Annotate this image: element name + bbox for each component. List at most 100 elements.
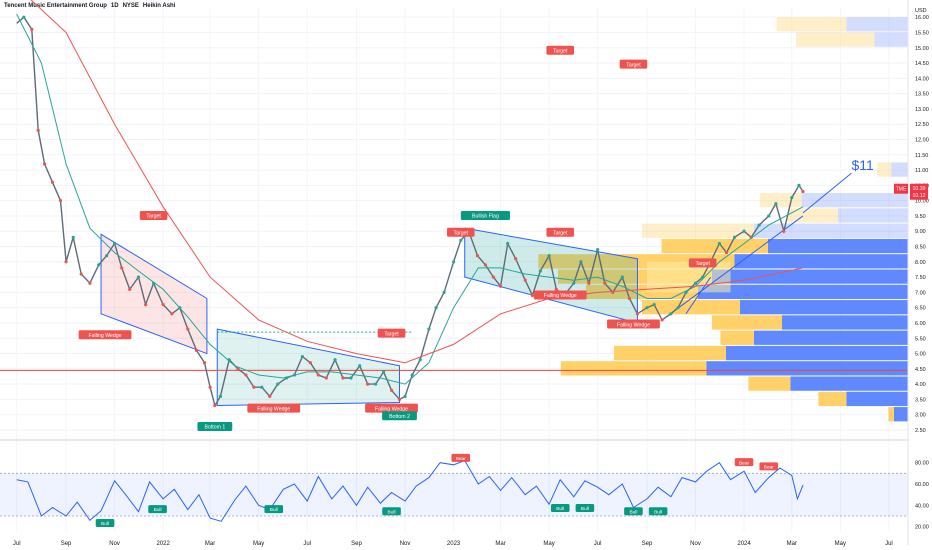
price-point	[506, 241, 510, 246]
symbol-name: Tencent Music Entertainment Group	[4, 3, 107, 9]
price-tick-label: 13.00	[915, 107, 929, 113]
price-point	[693, 281, 698, 285]
time-tick-label: 2023	[447, 541, 461, 547]
price-point	[341, 376, 345, 380]
time-tick-label: Jul	[594, 541, 602, 547]
price-point	[418, 358, 422, 362]
rsi-line	[16, 459, 804, 522]
series-line	[30, 0, 804, 364]
last-price-label: 10.39	[913, 186, 926, 192]
price-point	[120, 266, 124, 270]
divergence-label: Bull	[654, 509, 662, 515]
time-tick-label: May	[253, 541, 264, 547]
time-tick-label: Mar	[205, 541, 215, 547]
annotation-badge	[139, 210, 168, 220]
price-tick-label: 8.50	[915, 245, 926, 251]
volume-profile-down-bar	[768, 238, 908, 254]
breakout-trendline	[685, 276, 712, 315]
volume-profile-down-bar	[698, 284, 908, 300]
price-point	[717, 241, 721, 246]
price-point	[276, 382, 280, 386]
price-point	[236, 367, 240, 371]
price-point	[244, 373, 248, 377]
price-point	[459, 238, 463, 243]
volume-profile-down-bar	[726, 345, 908, 361]
price-point	[186, 327, 190, 331]
volume-profile-down-bar	[846, 17, 908, 32]
price-point	[218, 394, 223, 398]
annotation-badge	[688, 258, 717, 268]
price-point	[22, 15, 26, 19]
price-tick-label: 10.00	[915, 199, 929, 205]
price-tick-label: 2.50	[915, 428, 926, 434]
price-point	[732, 235, 737, 239]
volume-profile-up-bar	[748, 376, 791, 391]
chart-style-label: Heikin Ashi	[142, 3, 176, 9]
annotation-label: Target	[553, 49, 568, 55]
volume-profile-up-bar	[787, 208, 838, 223]
price-point	[42, 162, 47, 166]
annotation-badge	[197, 421, 233, 431]
price-point	[374, 382, 378, 386]
price-point	[333, 358, 337, 362]
price-point	[774, 202, 778, 206]
projection-arrow	[802, 172, 852, 214]
price-point	[782, 229, 786, 233]
price-point	[202, 361, 207, 365]
price-tick-label: 16.00	[915, 15, 929, 21]
time-tick-label: Nov	[400, 541, 411, 547]
divergence-badge	[734, 458, 754, 467]
price-target-label: $11	[851, 157, 874, 173]
exchange-label: NYSE	[122, 3, 139, 9]
price-point	[491, 275, 495, 279]
last-price-sub-label: 10.12	[913, 193, 926, 199]
annotation-label: Bottom 2	[389, 414, 410, 420]
divergence-badge	[575, 504, 595, 513]
axes-layer: 16.00 15.50 15.00 14.50 14.00 13.50 13.00 12.50…	[13, 0, 929, 547]
annotation-label: Target	[454, 231, 469, 237]
price-point	[767, 214, 771, 218]
annotation-label: Bullish Flag	[472, 214, 499, 220]
divergence-badge	[624, 507, 643, 516]
price-point	[797, 183, 801, 187]
divergence-label: Bull	[270, 507, 278, 513]
time-tick-label: May	[543, 541, 554, 547]
price-point	[79, 272, 83, 276]
price-point	[475, 254, 480, 258]
price-point	[645, 306, 649, 310]
price-point	[603, 281, 607, 285]
price-tick-label: 4.50	[915, 367, 926, 373]
price-series-layer	[16, 0, 805, 408]
divergence-badge	[759, 462, 779, 471]
rsi-panel: 80.00 60.00 40.00 20.00 Bull Bull Bull Bull Bear…	[0, 439, 929, 531]
target-zone-shape	[646, 261, 731, 293]
price-point	[144, 303, 148, 307]
volume-profile-up-bar	[614, 345, 726, 361]
price-point	[596, 247, 600, 252]
volume-profile-down-bar	[740, 300, 908, 315]
volume-profile-down-bar	[790, 376, 908, 391]
price-point	[587, 281, 591, 285]
annotation-badge	[460, 210, 511, 220]
price-tick-label: 3.50	[915, 397, 926, 403]
divergence-label: Bear	[456, 456, 467, 462]
price-point	[530, 293, 534, 298]
divergence-label: Bear	[764, 465, 775, 471]
annotation-badge	[377, 328, 406, 338]
volume-profile-up-bar	[796, 32, 875, 47]
volume-profile-down-bar	[894, 407, 908, 422]
price-point	[170, 312, 174, 316]
price-point	[635, 312, 640, 316]
time-tick-label: 2022	[156, 541, 170, 547]
annotation-label: Target	[384, 331, 399, 337]
divergence-badge	[95, 518, 115, 527]
time-tick-label: Jul	[885, 541, 893, 547]
price-point	[308, 361, 312, 365]
rsi-tick-label: 40.00	[915, 503, 929, 509]
divergence-label: Bull	[629, 509, 637, 515]
price-point	[442, 290, 446, 294]
volume-profile-down-bar	[754, 330, 908, 345]
volume-profile-down-bar	[706, 361, 908, 376]
volume-profile-up-bar	[776, 17, 847, 32]
